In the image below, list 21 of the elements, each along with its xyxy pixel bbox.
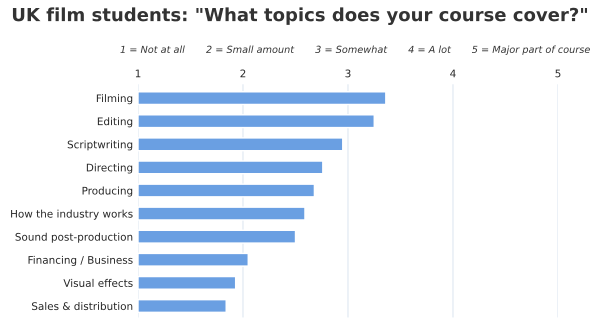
x-tick-label: 5	[555, 70, 560, 78]
x-tick-label: 3	[345, 69, 350, 78]
y-tick-label: Editing	[98, 117, 132, 128]
x-tick-label: 2	[240, 69, 246, 78]
text: 3 = Somewhat	[315, 46, 388, 54]
chart-title: UK film students: "What topics does your course cover?"	[12, 7, 588, 26]
y-tick-label: How the industry works	[11, 210, 133, 220]
y-tick-label: Financing / Business	[28, 256, 133, 266]
y-tick-label: Directing	[86, 163, 132, 174]
x-tick-label: 1	[136, 70, 140, 78]
text: 1 = Not at all	[120, 46, 185, 54]
y-tick-label: Sound post-production	[16, 232, 132, 243]
y-tick-label: Scriptwriting	[68, 140, 132, 150]
text: 2 = Small amount	[206, 46, 294, 54]
text: 4 = A lot	[408, 46, 452, 54]
y-tick-label: Filming	[96, 94, 132, 104]
text: 5 = Major part of course	[472, 46, 590, 55]
y-tick-label: Sales & distribution	[32, 302, 132, 310]
y-tick-label: Visual effects	[63, 278, 133, 287]
y-tick-label: Producing	[82, 186, 132, 197]
x-tick-label: 4	[450, 70, 456, 78]
